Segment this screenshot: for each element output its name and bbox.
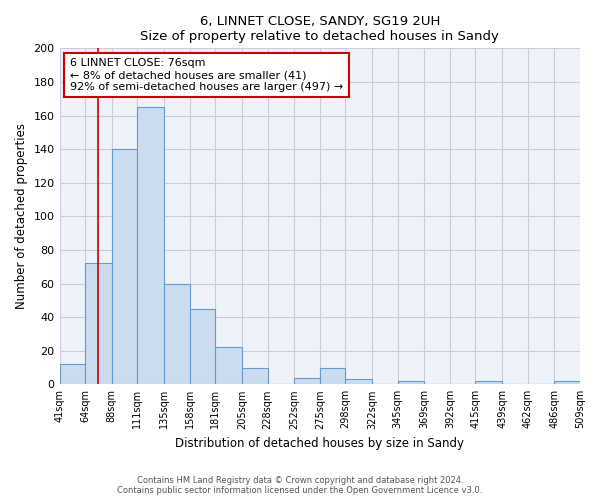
Title: 6, LINNET CLOSE, SANDY, SG19 2UH
Size of property relative to detached houses in: 6, LINNET CLOSE, SANDY, SG19 2UH Size of… bbox=[140, 15, 499, 43]
Bar bbox=[85, 264, 112, 384]
Bar bbox=[59, 364, 85, 384]
Bar bbox=[242, 368, 268, 384]
Bar bbox=[190, 308, 215, 384]
Bar bbox=[320, 368, 346, 384]
Bar bbox=[112, 149, 137, 384]
X-axis label: Distribution of detached houses by size in Sandy: Distribution of detached houses by size … bbox=[175, 437, 464, 450]
Bar bbox=[554, 381, 580, 384]
Y-axis label: Number of detached properties: Number of detached properties bbox=[15, 124, 28, 310]
Bar bbox=[475, 381, 502, 384]
Text: 6 LINNET CLOSE: 76sqm
← 8% of detached houses are smaller (41)
92% of semi-detac: 6 LINNET CLOSE: 76sqm ← 8% of detached h… bbox=[70, 58, 343, 92]
Bar bbox=[398, 381, 424, 384]
Bar bbox=[294, 378, 320, 384]
Bar bbox=[137, 107, 164, 384]
Bar bbox=[346, 380, 372, 384]
Bar bbox=[215, 348, 242, 385]
Bar bbox=[164, 284, 190, 384]
Text: Contains HM Land Registry data © Crown copyright and database right 2024.
Contai: Contains HM Land Registry data © Crown c… bbox=[118, 476, 482, 495]
